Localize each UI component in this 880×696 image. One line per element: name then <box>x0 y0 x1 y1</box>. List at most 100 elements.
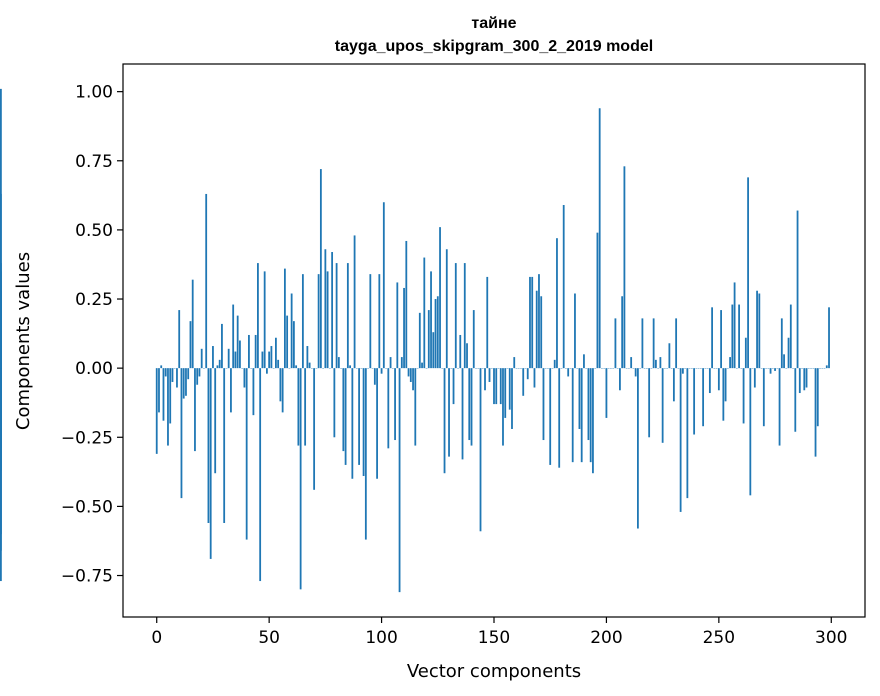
bar-171 <box>540 296 543 369</box>
bar-62 <box>295 365 298 369</box>
bar-289 <box>805 368 808 388</box>
bar-233 <box>679 368 682 512</box>
y-tick-label: −0.75 <box>61 567 113 587</box>
bar-200 <box>605 368 608 418</box>
bar-87 <box>351 368 354 479</box>
x-tick-label: 300 <box>815 628 847 648</box>
bar-179 <box>558 368 561 468</box>
bar-11 <box>180 368 183 499</box>
x-tick-label: 0 <box>151 628 162 648</box>
bar-29 <box>221 323 223 369</box>
bar-34 <box>232 304 235 369</box>
plot-frame <box>122 63 866 618</box>
bar-213 <box>634 368 637 377</box>
y-tick-label: −0.25 <box>61 428 113 448</box>
bar-45 <box>257 263 259 369</box>
bar-225 <box>661 368 664 443</box>
bar-148 <box>488 368 491 382</box>
bar-32 <box>227 348 230 369</box>
bar-123 <box>432 332 435 369</box>
bar-196 <box>596 232 599 369</box>
bar-1 <box>158 368 160 413</box>
bar-18 <box>196 368 199 385</box>
bar-259 <box>738 304 740 369</box>
bar-79 <box>333 368 336 438</box>
bar-63 <box>297 368 300 446</box>
bar-234 <box>681 368 684 374</box>
bar-246 <box>708 368 711 394</box>
bar-214 <box>637 368 639 529</box>
bar-99 <box>378 274 381 369</box>
bar-28 <box>218 359 221 369</box>
bar-175 <box>549 368 552 465</box>
bar-48 <box>263 271 266 369</box>
bar-279 <box>783 354 785 369</box>
y-tick-label: 1.00 <box>75 83 113 103</box>
bar-107 <box>396 282 399 369</box>
bar-101 <box>382 202 385 369</box>
bar-137 <box>463 263 466 369</box>
bar-27 <box>216 365 219 369</box>
bar-255 <box>729 357 731 369</box>
bar-216 <box>641 318 644 369</box>
bar-278 <box>780 318 783 369</box>
bar-49 <box>266 368 268 374</box>
bar-189 <box>580 368 583 463</box>
bar-247 <box>711 307 713 369</box>
bar-193 <box>589 368 592 463</box>
bar-257 <box>733 282 736 369</box>
bar-208 <box>623 166 626 369</box>
y-tick-label: 0.25 <box>75 290 113 310</box>
bar-139 <box>468 368 471 441</box>
bar-138 <box>466 343 468 369</box>
bar-221 <box>652 318 655 369</box>
bar-66 <box>304 368 307 446</box>
bar-80 <box>335 263 338 369</box>
x-tick-label: 50 <box>258 628 280 648</box>
y-tick-label: 0.75 <box>75 152 113 172</box>
bar-56 <box>281 368 284 413</box>
bar-158 <box>511 368 513 429</box>
bar-117 <box>418 312 421 369</box>
bar-194 <box>592 368 594 474</box>
bar-26 <box>214 368 217 474</box>
bar-122 <box>430 271 432 369</box>
bar-236 <box>686 368 689 499</box>
bar-78 <box>331 252 334 369</box>
bar-286 <box>798 368 801 394</box>
bar-23 <box>207 368 210 523</box>
bar-153 <box>499 368 502 405</box>
bar-135 <box>459 334 462 369</box>
bar-293 <box>814 368 817 457</box>
bar-243 <box>702 368 705 427</box>
bar-47 <box>261 351 264 369</box>
bar-144 <box>479 368 482 532</box>
bar-84 <box>344 368 347 465</box>
bar-58 <box>286 315 289 369</box>
bar-25 <box>212 346 214 369</box>
bar-55 <box>279 368 282 402</box>
bar-275 <box>774 368 776 371</box>
bar-130 <box>448 368 450 457</box>
bar-110 <box>403 287 405 369</box>
bar-92 <box>362 368 365 476</box>
bar-39 <box>243 368 246 388</box>
bar-167 <box>531 276 534 369</box>
bar-4 <box>164 368 167 377</box>
bar-16 <box>191 279 194 369</box>
bar-273 <box>769 368 772 374</box>
bar-5 <box>167 368 169 446</box>
y-axis-label: Components values <box>13 252 34 430</box>
bar-207 <box>621 296 624 369</box>
bar-68 <box>308 362 311 369</box>
bar-14 <box>187 368 190 380</box>
bar-294 <box>816 368 819 427</box>
bar-169 <box>535 290 538 369</box>
x-tick-label: 250 <box>703 628 735 648</box>
bar-114 <box>412 368 414 391</box>
bar-151 <box>495 368 498 405</box>
bar-155 <box>504 368 507 418</box>
bar-204 <box>614 318 617 369</box>
bar-83 <box>342 368 345 452</box>
